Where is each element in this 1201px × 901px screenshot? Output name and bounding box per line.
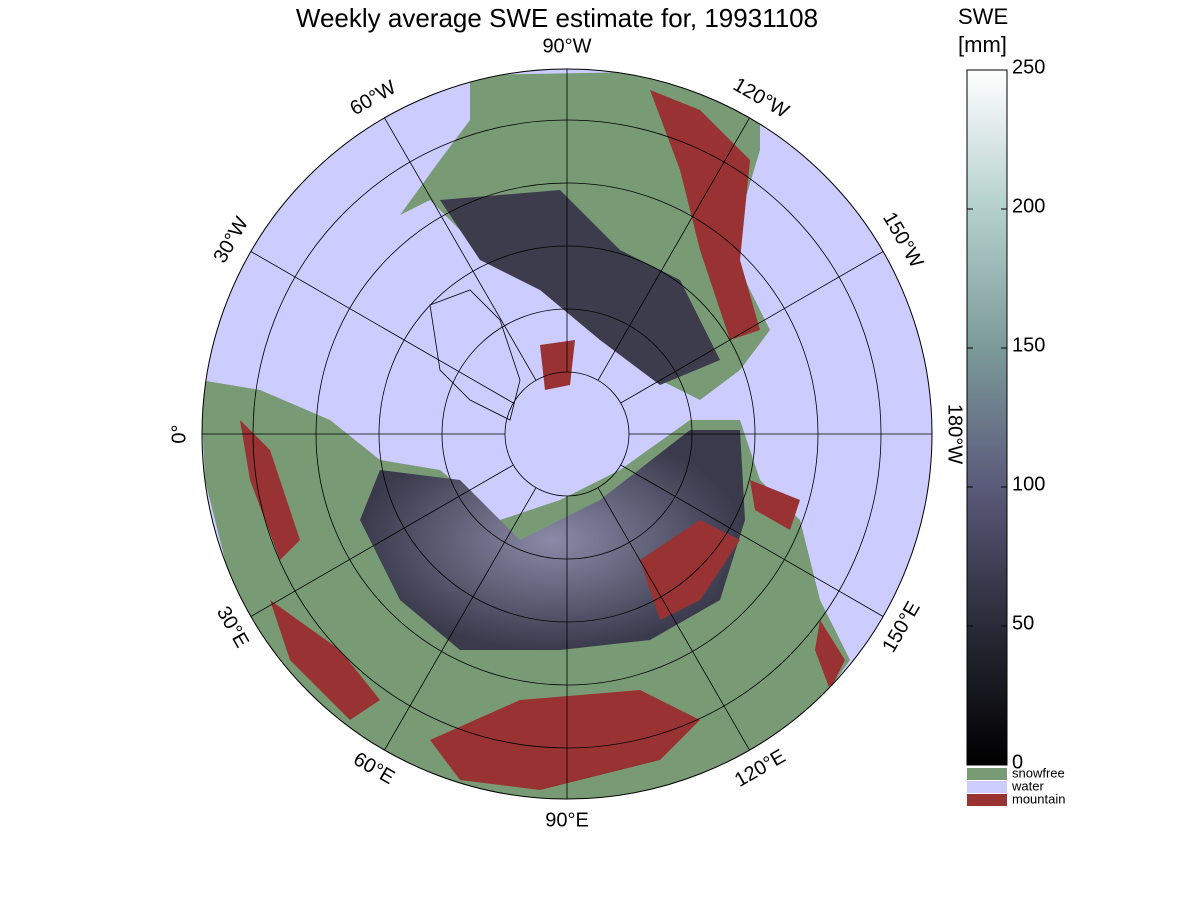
longitude-label: 90°W (542, 35, 591, 57)
longitude-label: 0° (168, 424, 190, 443)
colorbar-label: SWE (958, 4, 1008, 29)
legend-label: mountain (1012, 791, 1065, 806)
colorbar-ticks: 0 50 100 150 200 250 (967, 56, 1045, 773)
mountain-patches (240, 90, 845, 790)
graticule (202, 69, 932, 799)
colorbar (966, 69, 1008, 766)
legend-swatch (967, 781, 1007, 793)
meridian (250, 464, 514, 617)
legend-label: water (1011, 778, 1044, 793)
map (202, 69, 932, 799)
colorbar-tick-label: 250 (1012, 56, 1045, 78)
meridian (597, 487, 750, 751)
meridian (384, 487, 537, 751)
legend-swatch (967, 768, 1007, 780)
longitude-label: 90°E (545, 809, 589, 831)
map-border (201, 68, 933, 800)
colorbar-label: [mm] (958, 32, 1007, 57)
meridian (620, 251, 884, 404)
meridian (384, 117, 537, 381)
colorbar-tick-label: 200 (1012, 195, 1045, 217)
longitude-label: 180°W (944, 404, 966, 464)
meridian (597, 117, 750, 381)
snow-eurasia (360, 430, 745, 650)
colorbar-tick-label: 0 (1012, 751, 1023, 773)
colorbar-tick-label: 150 (1012, 334, 1045, 356)
meridian (620, 464, 884, 617)
map-title: Weekly average SWE estimate for, 1993110… (296, 3, 818, 33)
snow-north-america (440, 190, 720, 385)
colorbar-tick-label: 50 (1012, 612, 1034, 634)
colorbar-tick-label: 100 (1012, 473, 1045, 495)
legend-label: snowfree (1012, 765, 1065, 780)
legend-swatch (967, 794, 1007, 806)
meridian (250, 251, 514, 404)
